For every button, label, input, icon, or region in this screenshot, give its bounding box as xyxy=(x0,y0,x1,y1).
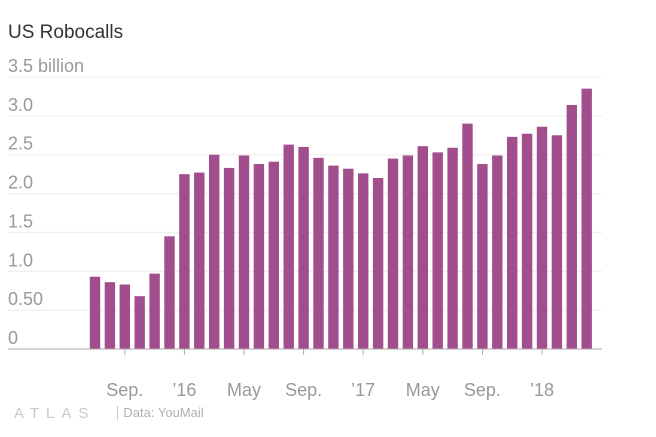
bar xyxy=(358,173,369,349)
y-tick-label: 3.0 xyxy=(8,95,33,115)
bars xyxy=(89,88,592,350)
bar xyxy=(462,123,473,349)
y-axis-labels: 0 0.50 1.0 1.5 2.0 2.5 3.0 3.5 billion xyxy=(8,56,84,348)
x-tick-label: ’17 xyxy=(351,380,375,400)
bar xyxy=(343,168,354,349)
bar xyxy=(387,158,399,349)
bar xyxy=(194,172,205,349)
bar xyxy=(566,104,577,349)
bar xyxy=(328,165,339,349)
y-tick-label: 0.50 xyxy=(8,289,43,309)
y-tick-label: 2.0 xyxy=(8,173,33,193)
bar xyxy=(521,133,533,349)
x-tick-label: Sep. xyxy=(285,380,322,400)
bar xyxy=(89,276,101,349)
bar xyxy=(417,146,428,349)
x-tick-label: ’16 xyxy=(172,380,196,400)
bar xyxy=(551,135,563,349)
y-tick-label: 1.0 xyxy=(8,250,33,270)
x-tick-label: Sep. xyxy=(106,380,143,400)
x-tick-label: Sep. xyxy=(464,380,501,400)
bar xyxy=(223,167,235,349)
chart-title: US Robocalls xyxy=(8,22,124,43)
atlas-logo: ATLAS xyxy=(14,404,96,422)
bar xyxy=(164,236,175,349)
x-tick-label: ’18 xyxy=(530,380,554,400)
bar xyxy=(536,126,548,350)
bar xyxy=(283,144,294,349)
y-tick-label: 1.5 xyxy=(8,211,33,231)
bar xyxy=(119,284,130,349)
x-tick-label: May xyxy=(406,380,440,400)
bar xyxy=(268,161,279,349)
x-axis-labels: Sep. ’16 May Sep. ’17 May Sep. ’18 xyxy=(106,349,554,400)
footer: ATLAS Data: YouMail xyxy=(14,402,204,424)
bar xyxy=(372,178,384,349)
bar xyxy=(209,154,220,349)
y-tick-label: 0 xyxy=(8,328,18,348)
bar xyxy=(313,157,324,349)
bar xyxy=(477,164,488,349)
bar xyxy=(507,136,518,349)
bar xyxy=(402,155,414,349)
bar xyxy=(149,273,160,349)
bar xyxy=(238,155,250,349)
bar xyxy=(179,174,190,349)
y-tick-label: 3.5 billion xyxy=(8,56,84,76)
bar xyxy=(492,155,503,349)
bar xyxy=(253,164,265,349)
bar xyxy=(581,88,592,349)
bar xyxy=(432,152,443,349)
bar xyxy=(447,147,458,349)
bar xyxy=(134,296,145,349)
bar xyxy=(104,282,116,349)
bar xyxy=(298,146,309,349)
x-tick-label: May xyxy=(227,380,261,400)
y-tick-label: 2.5 xyxy=(8,134,33,154)
data-source: Data: YouMail xyxy=(117,406,204,420)
